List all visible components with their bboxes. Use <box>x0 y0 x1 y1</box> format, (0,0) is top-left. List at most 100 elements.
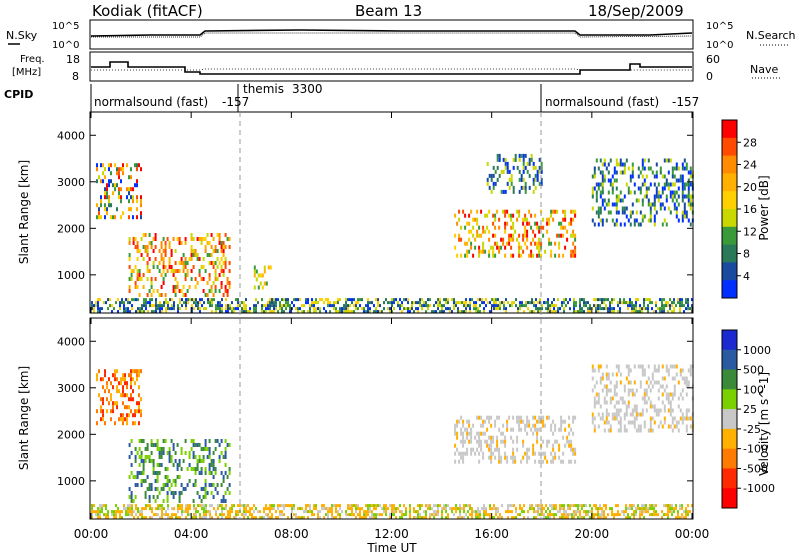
velocity-echo-cell <box>665 392 668 397</box>
velocity-echo-cell <box>134 413 136 418</box>
power-echo-cell <box>625 214 628 219</box>
velocity-echo-cell <box>526 451 529 456</box>
power-echo-cell <box>202 277 205 281</box>
velocity-echo-cell <box>165 513 167 517</box>
velocity-echo-cell <box>373 504 375 508</box>
power-echo-cell <box>120 187 122 192</box>
power-echo-cell <box>518 245 521 250</box>
nave-trace <box>91 68 692 71</box>
power-echo-cell <box>141 307 143 311</box>
power-echo-cell <box>429 298 431 302</box>
power-echo-cell <box>601 298 603 302</box>
power-echo-cell <box>367 307 369 311</box>
power-echo-cell <box>162 237 165 241</box>
velocity-echo-cell <box>546 459 549 464</box>
velocity-echo-cell <box>184 439 187 443</box>
velocity-echo-cell <box>161 504 163 508</box>
velocity-echo-cell <box>91 516 93 520</box>
velocity-echo-cell <box>433 516 435 520</box>
power-echo-cell <box>627 307 629 311</box>
nave-tick-bottom: 0 <box>706 70 713 83</box>
power-echo-cell <box>538 229 541 234</box>
power-echo-cell <box>437 298 439 302</box>
velocity-echo-cell <box>611 507 613 511</box>
power-echo-cell <box>216 257 219 261</box>
velocity-echo-cell <box>152 459 155 463</box>
power-echo-cell <box>150 245 153 249</box>
power-echo-cell <box>171 304 173 308</box>
velocity-echo-cell <box>110 409 112 414</box>
velocity-echo-cell <box>170 459 173 463</box>
power-echo-cell <box>496 157 499 162</box>
velocity-echo-cell <box>564 419 567 424</box>
power-echo-cell <box>500 245 503 250</box>
power-echo-cell <box>669 190 672 195</box>
power-echo-cell <box>573 304 575 308</box>
power-echo-cell <box>601 174 604 179</box>
velocity-echo-cell <box>489 513 491 517</box>
velocity-echo-cell <box>103 504 105 508</box>
velocity-echo-cell <box>467 516 469 520</box>
power-echo-cell <box>665 182 668 187</box>
velocity-echo-cell <box>635 510 637 514</box>
velocity-echo-cell <box>615 392 618 397</box>
power-echo-cell <box>687 178 690 183</box>
power-echo-cell <box>683 214 686 219</box>
velocity-echo-cell <box>122 377 124 382</box>
velocity-echo-cell <box>681 388 684 393</box>
power-echo-cell <box>108 199 110 204</box>
power-echo-cell <box>131 304 133 308</box>
power-echo-cell <box>471 298 473 302</box>
power-echo-cell <box>494 217 497 222</box>
power-echo-cell <box>391 301 393 305</box>
velocity-echo-cell <box>331 516 333 520</box>
power-echo-cell <box>118 187 120 192</box>
velocity-echo-cell <box>469 513 471 517</box>
velocity-echo-cell <box>132 377 134 382</box>
velocity-echo-cell <box>488 447 491 452</box>
power-echo-cell <box>536 177 539 182</box>
power-echo-cell <box>190 257 193 261</box>
velocity-echo-cell <box>593 400 596 405</box>
velocity-echo-cell <box>401 510 403 514</box>
power-echo-cell <box>504 161 507 166</box>
velocity-echo-cell <box>359 516 361 520</box>
power-echo-cell <box>405 307 407 311</box>
velocity-echo-cell <box>158 471 161 475</box>
power-echo-cell <box>273 304 275 308</box>
power-echo-cell <box>633 222 636 227</box>
velocity-echo-cell <box>269 504 271 508</box>
velocity-echo-cell <box>637 364 640 369</box>
power-echo-cell <box>667 170 670 175</box>
power-echo-cell <box>341 307 343 311</box>
power-echo-cell <box>148 241 151 245</box>
velocity-echo-cell <box>462 431 465 436</box>
power-echo-cell <box>579 301 581 305</box>
power-echo-cell <box>202 237 205 241</box>
velocity-echo-cell <box>307 504 309 508</box>
velocity-echo-cell <box>176 467 179 471</box>
velocity-echo-cell <box>591 364 594 369</box>
power-echo-cell <box>470 241 473 246</box>
velocity-echo-cell <box>349 504 351 508</box>
power-echo-cell <box>492 221 495 226</box>
velocity-echo-cell <box>683 516 685 520</box>
velocity-echo-cell <box>625 412 628 417</box>
power-echo-cell <box>403 307 405 311</box>
velocity-echo-cell <box>599 513 601 517</box>
velocity-echo-cell <box>335 504 337 508</box>
power-echo-cell <box>534 177 537 182</box>
power-echo-cell <box>371 301 373 305</box>
velocity-echo-cell <box>516 419 519 424</box>
power-echo-cell <box>631 307 633 311</box>
velocity-echo-cell <box>357 507 359 511</box>
velocity-echo-cell <box>649 388 652 393</box>
power-echo-cell <box>574 237 577 242</box>
power-echo-cell <box>130 269 133 273</box>
velocity-echo-cell <box>475 513 477 517</box>
power-echo-cell <box>464 213 467 218</box>
velocity-echo-cell <box>441 510 443 514</box>
power-echo-cell <box>273 310 275 314</box>
power-echo-cell <box>106 211 108 216</box>
velocity-echo-cell <box>495 510 497 514</box>
